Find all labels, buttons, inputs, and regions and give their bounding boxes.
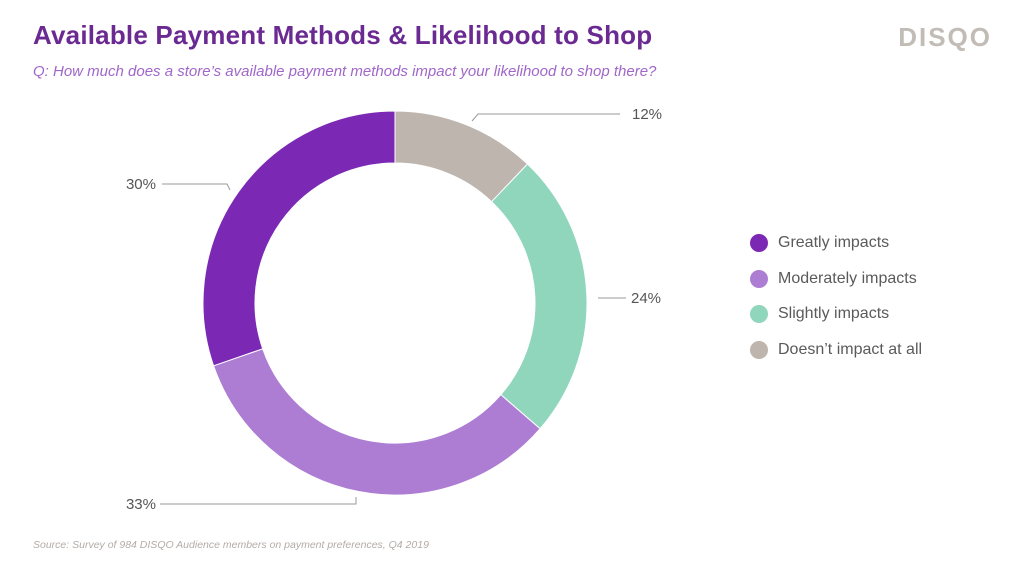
chart-legend: Greatly impacts Moderately impacts Slightl… bbox=[750, 232, 922, 374]
data-label: 24% bbox=[631, 290, 661, 307]
donut-slice bbox=[202, 110, 396, 367]
legend-swatch bbox=[750, 234, 768, 252]
legend-label: Doesn’t impact at all bbox=[778, 340, 923, 358]
legend-swatch bbox=[750, 305, 768, 323]
donut-slice bbox=[212, 348, 541, 496]
chart-subtitle: Q: How much does a store’s available pay… bbox=[33, 63, 657, 80]
legend-label: Slightly impacts bbox=[778, 305, 890, 322]
legend-label: Greatly impacts bbox=[778, 234, 890, 251]
leader-line bbox=[471, 113, 620, 122]
leader-line bbox=[160, 497, 357, 505]
data-label: 12% bbox=[632, 106, 662, 123]
legend-item: Moderately impacts bbox=[750, 268, 922, 290]
donut-slice bbox=[490, 163, 588, 430]
data-label: 30% bbox=[126, 176, 156, 193]
data-label: 33% bbox=[126, 496, 156, 513]
legend-item: Greatly impacts bbox=[750, 232, 922, 254]
disqo-logo: DISQO bbox=[898, 22, 992, 52]
source-note: Source: Survey of 984 DISQO Audience mem… bbox=[33, 539, 429, 551]
legend-item: Doesn’t impact at all bbox=[750, 339, 922, 361]
legend-label: Moderately impacts bbox=[778, 269, 917, 287]
legend-swatch bbox=[750, 340, 768, 359]
legend-swatch bbox=[750, 269, 768, 288]
chart-title: Available Payment Methods & Likelihood t… bbox=[33, 20, 653, 50]
leader-line bbox=[162, 183, 231, 191]
legend-item: Slightly impacts bbox=[750, 303, 922, 325]
